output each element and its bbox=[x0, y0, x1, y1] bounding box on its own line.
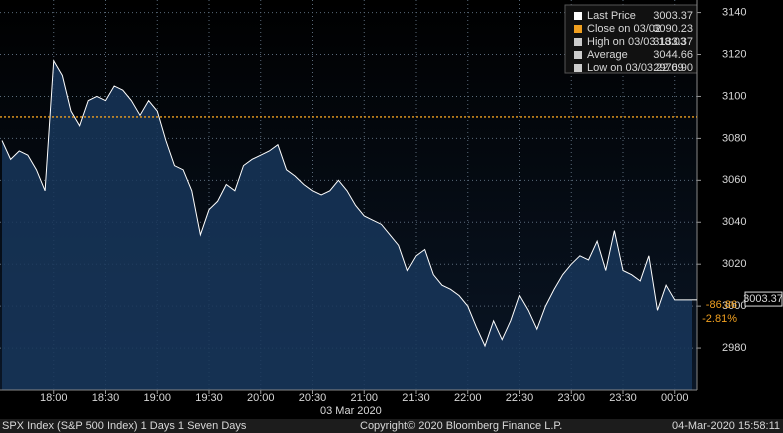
x-tick-label: 23:00 bbox=[557, 392, 585, 404]
legend-label: Low on 03/03 22:09 bbox=[587, 62, 684, 74]
footer-left: SPX Index (S&P 500 Index) 1 Days 1 Seven… bbox=[2, 420, 247, 432]
legend-swatch bbox=[574, 51, 582, 59]
legend-swatch bbox=[574, 12, 582, 20]
plot-layer bbox=[0, 0, 697, 390]
last-price-tag-label: 3003.37 bbox=[743, 293, 783, 305]
legend-value: 3090.23 bbox=[653, 23, 693, 35]
x-tick-label: 21:30 bbox=[402, 392, 430, 404]
x-tick-label: 23:30 bbox=[609, 392, 637, 404]
legend-box bbox=[564, 4, 698, 74]
y-tick-label: 3000 bbox=[722, 300, 746, 312]
last-price-tag bbox=[744, 291, 783, 307]
legend-swatch bbox=[574, 38, 582, 46]
y-tick-label: 3060 bbox=[722, 174, 746, 186]
x-tick-label: 22:30 bbox=[506, 392, 534, 404]
y-tick-label: 3140 bbox=[722, 6, 746, 18]
legend-label: High on 03/03 18:03 bbox=[587, 36, 686, 48]
legend-swatch bbox=[574, 25, 582, 33]
x-tick-label: 19:00 bbox=[143, 392, 171, 404]
footer-center: Copyright© 2020 Bloomberg Finance L.P. bbox=[360, 420, 562, 432]
legend-value: 3133.37 bbox=[653, 36, 693, 48]
legend-value: 3044.66 bbox=[653, 49, 693, 61]
y-tick-label: 2980 bbox=[722, 342, 746, 354]
y-tick-label: 3120 bbox=[722, 48, 746, 60]
x-tick-label: 18:30 bbox=[92, 392, 120, 404]
legend-swatch bbox=[574, 64, 582, 72]
footer-right: 04-Mar-2020 15:58:11 bbox=[672, 420, 780, 432]
x-tick-label: 20:30 bbox=[299, 392, 327, 404]
legend-label: Last Price bbox=[587, 10, 636, 22]
area-fill bbox=[2, 60, 692, 390]
x-tick-label: 19:30 bbox=[195, 392, 223, 404]
x-tick-label: 18:00 bbox=[40, 392, 68, 404]
x-axis-label: 03 Mar 2020 bbox=[320, 405, 382, 417]
legend-value: 2976.90 bbox=[653, 62, 693, 74]
y-tick-label: 3100 bbox=[722, 90, 746, 102]
legend-value: 3003.37 bbox=[653, 10, 693, 22]
legend-label: Average bbox=[587, 49, 628, 61]
x-tick-label: 00:00 bbox=[661, 392, 689, 404]
change-pct-label: -2.81% bbox=[702, 313, 737, 325]
price-line bbox=[1, 59, 692, 348]
x-tick-label: 22:00 bbox=[454, 392, 482, 404]
x-tick-label: 20:00 bbox=[247, 392, 275, 404]
y-tick-label: 3040 bbox=[722, 216, 746, 228]
change-label: -86.86 bbox=[706, 299, 737, 311]
x-tick-label: 21:00 bbox=[350, 392, 378, 404]
legend-label: Close on 03/02 bbox=[587, 23, 661, 35]
footer-bar bbox=[0, 419, 783, 433]
y-tick-label: 3080 bbox=[722, 132, 746, 144]
y-tick-label: 3020 bbox=[722, 258, 746, 270]
